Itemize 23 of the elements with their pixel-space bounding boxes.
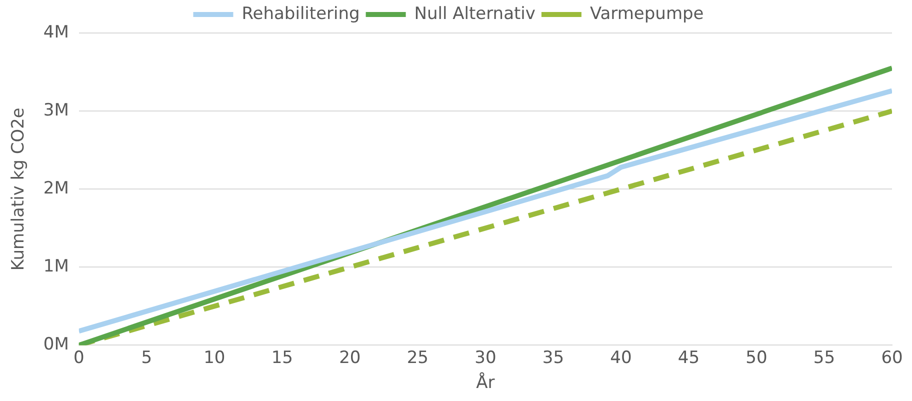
y-tick-label: 0M [43, 334, 69, 355]
x-tick-label: 60 [881, 348, 903, 368]
x-tick-label: 25 [406, 348, 428, 368]
y-tick-label: 3M [43, 100, 69, 120]
x-axis-title: År [476, 372, 495, 394]
legend-label: Rehabilitering [242, 4, 360, 24]
y-axis-title: Kumulativ kg CO2e [8, 108, 29, 271]
legend-label: Null Alternativ [414, 4, 536, 24]
x-tick-label: 20 [339, 348, 361, 368]
x-tick-label: 15 [271, 348, 293, 368]
x-tick-label: 30 [474, 348, 496, 368]
y-tick-label: 4M [43, 22, 69, 42]
y-tick-label: 1M [43, 256, 69, 277]
x-tick-label: 5 [141, 348, 152, 368]
x-tick-label: 55 [813, 348, 836, 368]
x-tick-label: 10 [204, 348, 226, 368]
x-tick-label: 40 [610, 348, 632, 368]
x-tick-label: 35 [542, 348, 564, 368]
x-tick-label: 0 [73, 348, 84, 368]
x-tick-label: 50 [746, 348, 768, 368]
legend-label: Varmepumpe [590, 4, 704, 24]
y-tick-label: 2M [43, 178, 69, 199]
x-tick-label: 45 [678, 348, 700, 368]
